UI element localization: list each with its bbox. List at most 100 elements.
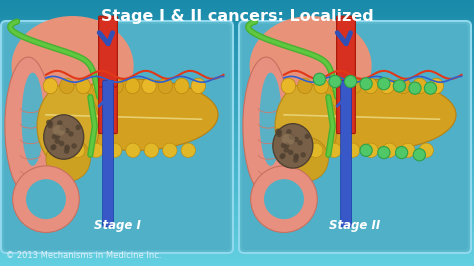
Bar xyxy=(0,94,474,95)
Bar xyxy=(0,38,474,39)
Bar xyxy=(0,171,474,172)
Ellipse shape xyxy=(52,79,218,150)
Bar xyxy=(0,162,474,163)
Bar xyxy=(0,194,474,195)
Ellipse shape xyxy=(158,78,173,94)
Bar xyxy=(0,185,474,186)
Bar xyxy=(0,66,474,67)
Bar xyxy=(0,173,474,174)
Bar xyxy=(0,261,474,262)
Bar xyxy=(0,93,474,94)
Ellipse shape xyxy=(163,143,177,157)
Ellipse shape xyxy=(51,144,56,149)
Bar xyxy=(0,253,474,254)
Ellipse shape xyxy=(260,73,282,166)
Ellipse shape xyxy=(281,143,286,148)
Bar xyxy=(0,33,474,34)
Bar xyxy=(0,237,474,238)
Bar xyxy=(0,83,474,84)
Ellipse shape xyxy=(109,78,123,94)
Bar xyxy=(0,214,474,215)
Bar xyxy=(0,70,474,71)
Bar xyxy=(0,258,474,259)
Bar xyxy=(0,238,474,239)
Bar xyxy=(0,250,474,251)
Ellipse shape xyxy=(13,166,79,232)
Bar xyxy=(0,2,474,3)
Bar xyxy=(0,45,474,46)
Ellipse shape xyxy=(412,78,427,94)
Bar xyxy=(0,34,474,35)
Bar xyxy=(0,247,474,248)
Bar xyxy=(0,169,474,170)
Bar xyxy=(0,7,474,8)
Bar xyxy=(0,78,474,79)
Bar xyxy=(0,23,474,24)
Ellipse shape xyxy=(107,143,122,157)
Bar xyxy=(0,107,474,108)
Bar xyxy=(0,63,474,64)
Ellipse shape xyxy=(314,78,328,94)
Bar xyxy=(0,87,474,88)
Bar xyxy=(0,109,474,110)
Ellipse shape xyxy=(289,134,294,140)
Ellipse shape xyxy=(275,84,337,168)
Bar xyxy=(0,82,474,83)
Bar xyxy=(0,186,474,187)
Bar xyxy=(0,64,474,65)
Ellipse shape xyxy=(60,78,74,94)
Bar xyxy=(0,134,474,135)
Bar xyxy=(0,125,474,126)
Bar xyxy=(0,95,474,96)
Bar xyxy=(0,220,474,221)
Bar xyxy=(0,151,474,152)
Bar xyxy=(0,239,474,240)
Bar xyxy=(0,117,474,118)
Bar xyxy=(0,209,474,210)
Bar xyxy=(0,193,474,194)
Ellipse shape xyxy=(264,179,304,219)
Bar xyxy=(0,53,474,54)
Ellipse shape xyxy=(11,16,134,116)
Bar xyxy=(0,178,474,179)
Ellipse shape xyxy=(64,148,69,154)
Bar xyxy=(0,27,474,28)
Bar xyxy=(0,96,474,97)
Bar xyxy=(0,144,474,145)
Bar xyxy=(0,133,474,134)
Bar xyxy=(0,58,474,59)
Bar xyxy=(0,110,474,111)
Ellipse shape xyxy=(293,153,299,159)
Ellipse shape xyxy=(64,146,70,151)
Bar xyxy=(0,167,474,168)
Ellipse shape xyxy=(284,142,290,148)
Bar xyxy=(0,153,474,154)
Ellipse shape xyxy=(284,137,328,181)
Bar xyxy=(0,100,474,101)
Bar xyxy=(0,164,474,165)
Bar xyxy=(0,211,474,212)
Bar xyxy=(0,137,474,138)
Bar xyxy=(0,61,474,62)
Bar xyxy=(0,50,474,51)
Bar xyxy=(0,146,474,147)
Bar xyxy=(0,0,474,1)
FancyBboxPatch shape xyxy=(1,21,233,253)
Bar xyxy=(0,251,474,252)
Bar xyxy=(0,41,474,42)
Bar xyxy=(0,205,474,206)
Ellipse shape xyxy=(142,78,156,94)
Ellipse shape xyxy=(71,143,77,149)
Ellipse shape xyxy=(37,84,99,168)
Bar xyxy=(0,103,474,104)
Bar xyxy=(0,73,474,74)
Ellipse shape xyxy=(329,75,341,88)
Bar xyxy=(0,161,474,162)
Bar xyxy=(0,13,474,14)
Bar xyxy=(0,259,474,260)
Bar xyxy=(0,3,474,4)
Ellipse shape xyxy=(53,125,66,136)
Ellipse shape xyxy=(382,143,397,157)
Bar xyxy=(0,262,474,263)
Ellipse shape xyxy=(345,75,356,88)
